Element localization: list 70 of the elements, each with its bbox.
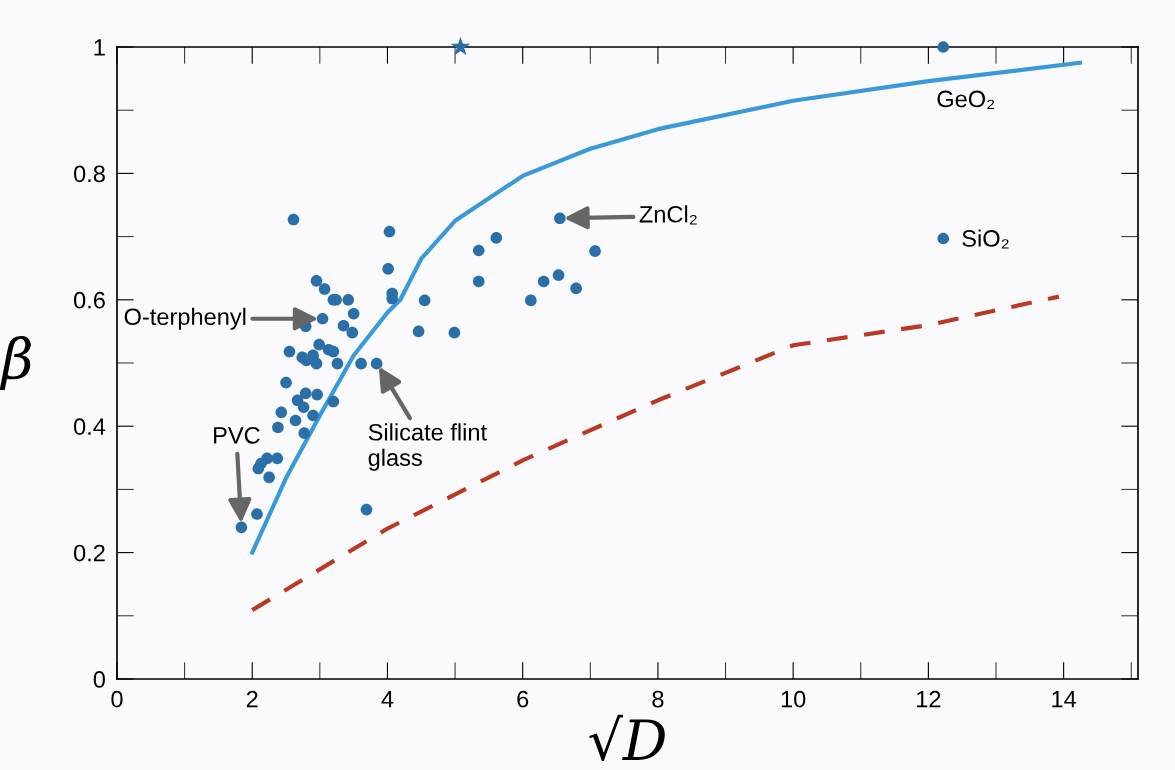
- point: [346, 326, 359, 339]
- annotation: PVC: [214, 426, 260, 444]
- point: [313, 338, 325, 351]
- point: [287, 213, 300, 226]
- point: [252, 462, 265, 475]
- point: [251, 508, 263, 520]
- point: [347, 307, 360, 320]
- point: [331, 357, 344, 370]
- point: [327, 395, 340, 408]
- point: [937, 232, 950, 245]
- x-tick-label: 14: [1052, 690, 1077, 708]
- x-tick-label: 0: [111, 690, 123, 708]
- annotation: SiO₂: [962, 229, 1009, 249]
- annotation: Silicate flint glass: [368, 423, 487, 471]
- y-tick-label: 0.4: [73, 418, 106, 435]
- annotation: O-terphenyl: [124, 307, 246, 330]
- point: [263, 471, 275, 484]
- point: [382, 263, 394, 275]
- point: [589, 245, 601, 257]
- point: [318, 283, 331, 295]
- point: [280, 376, 292, 389]
- point: [383, 225, 396, 238]
- x-tick-label: 2: [246, 690, 258, 708]
- point: [525, 294, 537, 307]
- point: [272, 421, 284, 434]
- y-tick-label: 0.2: [73, 544, 105, 562]
- point: [472, 244, 485, 257]
- y-tick-label: 0.8: [73, 165, 105, 183]
- point: [337, 319, 350, 332]
- point: [342, 293, 355, 306]
- point: [554, 212, 566, 225]
- point: [327, 345, 340, 358]
- annotation: ZnCl₂: [639, 205, 697, 225]
- point: [490, 232, 503, 244]
- y-tick-label: 0: [93, 671, 105, 688]
- x-axis-title: √D: [589, 714, 665, 761]
- point: [235, 521, 248, 534]
- annotation: GeO₂: [937, 90, 995, 110]
- point: [316, 312, 329, 325]
- point: [472, 275, 485, 288]
- point: [412, 325, 425, 338]
- point: [360, 503, 373, 516]
- point: [307, 409, 319, 422]
- point: [275, 406, 288, 419]
- point: [283, 345, 296, 358]
- y-tick-label: 0.6: [73, 291, 105, 309]
- point: [937, 41, 950, 53]
- point: [271, 452, 284, 465]
- y-tick-label: 1: [94, 39, 105, 56]
- point: [448, 326, 461, 339]
- point: [310, 357, 323, 370]
- x-tick-label: 8: [652, 690, 664, 708]
- point: [355, 357, 367, 370]
- point: [418, 294, 431, 307]
- point: [552, 269, 565, 281]
- point: [298, 427, 311, 439]
- point: [310, 275, 323, 287]
- point: [299, 387, 312, 400]
- x-tick-label: 6: [517, 690, 529, 708]
- point: [297, 401, 310, 414]
- point: [289, 414, 302, 427]
- x-tick-label: 10: [781, 690, 806, 708]
- point: [570, 282, 582, 295]
- point: [311, 388, 323, 401]
- point: [370, 357, 383, 370]
- point: [537, 275, 550, 288]
- point: [450, 36, 471, 56]
- x-tick-label: 4: [381, 690, 394, 708]
- y-axis-title: β: [0, 335, 31, 391]
- x-tick-label: 12: [917, 690, 941, 708]
